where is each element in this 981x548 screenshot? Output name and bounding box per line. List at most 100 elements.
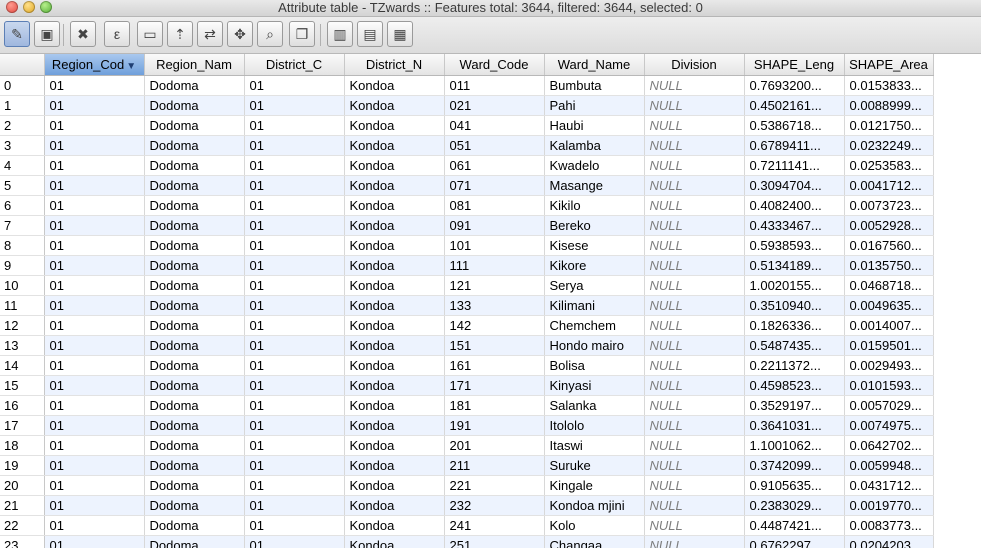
row-header[interactable]: 19 bbox=[0, 455, 45, 476]
table-row[interactable]: 20 01 Dodoma 01 Kondoa 221 Kingale NULL 0.910563… bbox=[0, 475, 934, 496]
table-row[interactable]: 3 01 Dodoma 01 Kondoa 051 Kalamba NULL 0.6789411… bbox=[0, 135, 934, 156]
table-cell[interactable]: Kondoa bbox=[344, 135, 445, 156]
row-header[interactable]: 14 bbox=[0, 355, 45, 376]
table-cell[interactable]: Dodoma bbox=[144, 495, 245, 516]
invert-selection-button[interactable]: ⇄ bbox=[197, 21, 223, 47]
table-cell[interactable]: Kondoa bbox=[344, 195, 445, 216]
table-cell[interactable]: Kikilo bbox=[544, 195, 645, 216]
table-cell[interactable]: 01 bbox=[44, 515, 145, 536]
table-cell[interactable]: 061 bbox=[444, 155, 545, 176]
table-cell[interactable]: 01 bbox=[44, 475, 145, 496]
table-cell[interactable]: NULL bbox=[644, 115, 745, 136]
table-cell[interactable]: NULL bbox=[644, 535, 745, 548]
table-cell[interactable]: NULL bbox=[644, 235, 745, 256]
close-window-button[interactable] bbox=[6, 1, 18, 13]
table-cell[interactable]: 0.4502161... bbox=[744, 95, 845, 116]
column-header-division[interactable]: Division bbox=[644, 54, 745, 76]
expression-select-button[interactable]: ε bbox=[104, 21, 130, 47]
attribute-table[interactable]: Region_Cod ▼ Region_Nam District_C District_… bbox=[0, 54, 981, 548]
table-cell[interactable]: Chemchem bbox=[544, 315, 645, 336]
table-row[interactable]: 15 01 Dodoma 01 Kondoa 171 Kinyasi NULL 0.459852… bbox=[0, 375, 934, 396]
row-header[interactable]: 11 bbox=[0, 295, 45, 316]
table-cell[interactable]: 01 bbox=[44, 115, 145, 136]
table-cell[interactable]: 241 bbox=[444, 515, 545, 536]
delete-selected-button[interactable]: ✖ bbox=[70, 21, 96, 47]
table-cell[interactable]: Dodoma bbox=[144, 315, 245, 336]
table-cell[interactable]: 171 bbox=[444, 375, 545, 396]
table-cell[interactable]: Kwadelo bbox=[544, 155, 645, 176]
table-cell[interactable]: Dodoma bbox=[144, 155, 245, 176]
table-cell[interactable]: Kondoa bbox=[344, 495, 445, 516]
table-cell[interactable]: NULL bbox=[644, 95, 745, 116]
row-header[interactable]: 7 bbox=[0, 215, 45, 236]
table-cell[interactable]: Bolisa bbox=[544, 355, 645, 376]
row-header[interactable]: 13 bbox=[0, 335, 45, 356]
table-cell[interactable]: Serya bbox=[544, 275, 645, 296]
table-cell[interactable]: 0.5386718... bbox=[744, 115, 845, 136]
table-row[interactable]: 4 01 Dodoma 01 Kondoa 061 Kwadelo NULL 0.7211141… bbox=[0, 155, 934, 176]
table-row[interactable]: 19 01 Dodoma 01 Kondoa 211 Suruke NULL 0.3742099… bbox=[0, 455, 934, 476]
table-cell[interactable]: NULL bbox=[644, 495, 745, 516]
row-header[interactable]: 3 bbox=[0, 135, 45, 156]
table-cell[interactable]: 121 bbox=[444, 275, 545, 296]
delete-column-button[interactable]: ▥ bbox=[327, 21, 353, 47]
unselect-all-button[interactable]: ▭ bbox=[137, 21, 163, 47]
table-cell[interactable]: 01 bbox=[244, 275, 345, 296]
row-header[interactable]: 4 bbox=[0, 155, 45, 176]
table-cell[interactable]: 071 bbox=[444, 175, 545, 196]
table-cell[interactable]: 01 bbox=[44, 395, 145, 416]
table-cell[interactable]: 01 bbox=[44, 535, 145, 548]
table-cell[interactable]: 0.0073723... bbox=[844, 195, 934, 216]
table-row[interactable]: 12 01 Dodoma 01 Kondoa 142 Chemchem NULL 0.18263… bbox=[0, 315, 934, 336]
table-cell[interactable]: 0.6789411... bbox=[744, 135, 845, 156]
pan-to-selected-button[interactable]: ✥ bbox=[227, 21, 253, 47]
table-cell[interactable]: 01 bbox=[244, 235, 345, 256]
table-cell[interactable]: Kondoa bbox=[344, 515, 445, 536]
table-cell[interactable]: Dodoma bbox=[144, 375, 245, 396]
table-cell[interactable]: 0.0431712... bbox=[844, 475, 934, 496]
table-cell[interactable]: 0.7211141... bbox=[744, 155, 845, 176]
column-header-district-c[interactable]: District_C bbox=[244, 54, 345, 76]
table-cell[interactable]: 01 bbox=[244, 415, 345, 436]
copy-rows-button[interactable]: ❐ bbox=[289, 21, 315, 47]
new-column-button[interactable]: ▤ bbox=[357, 21, 383, 47]
table-cell[interactable]: 01 bbox=[244, 195, 345, 216]
table-cell[interactable]: Dodoma bbox=[144, 455, 245, 476]
table-cell[interactable]: 01 bbox=[244, 495, 345, 516]
zoom-window-button[interactable] bbox=[40, 1, 52, 13]
table-cell[interactable]: 1.1001062... bbox=[744, 435, 845, 456]
table-cell[interactable]: 0.0204203... bbox=[844, 535, 934, 548]
table-cell[interactable]: Kondoa bbox=[344, 395, 445, 416]
table-cell[interactable]: 01 bbox=[44, 95, 145, 116]
table-cell[interactable]: 01 bbox=[244, 175, 345, 196]
row-header[interactable]: 1 bbox=[0, 95, 45, 116]
table-cell[interactable]: 01 bbox=[244, 295, 345, 316]
table-cell[interactable]: 01 bbox=[244, 155, 345, 176]
table-cell[interactable]: NULL bbox=[644, 395, 745, 416]
table-cell[interactable]: Dodoma bbox=[144, 435, 245, 456]
table-cell[interactable]: 211 bbox=[444, 455, 545, 476]
table-row[interactable]: 11 01 Dodoma 01 Kondoa 133 Kilimani NULL 0.35109… bbox=[0, 295, 934, 316]
table-cell[interactable]: 01 bbox=[44, 415, 145, 436]
table-cell[interactable]: 0.0253583... bbox=[844, 155, 934, 176]
table-cell[interactable]: 111 bbox=[444, 255, 545, 276]
table-cell[interactable]: 0.4598523... bbox=[744, 375, 845, 396]
table-cell[interactable]: Kolo bbox=[544, 515, 645, 536]
table-cell[interactable]: 0.0159501... bbox=[844, 335, 934, 356]
table-row[interactable]: 7 01 Dodoma 01 Kondoa 091 Bereko NULL 0.4333467.… bbox=[0, 215, 934, 236]
table-cell[interactable]: 0.6762297... bbox=[744, 535, 845, 548]
table-cell[interactable]: NULL bbox=[644, 215, 745, 236]
table-cell[interactable]: 0.0052928... bbox=[844, 215, 934, 236]
table-cell[interactable]: NULL bbox=[644, 475, 745, 496]
table-cell[interactable]: 01 bbox=[44, 195, 145, 216]
table-cell[interactable]: 0.0153833... bbox=[844, 75, 934, 96]
column-header-ward-code[interactable]: Ward_Code bbox=[444, 54, 545, 76]
table-cell[interactable]: Bumbuta bbox=[544, 75, 645, 96]
save-edits-button[interactable]: ▣ bbox=[34, 21, 60, 47]
table-cell[interactable]: NULL bbox=[644, 375, 745, 396]
table-cell[interactable]: Dodoma bbox=[144, 255, 245, 276]
table-row[interactable]: 21 01 Dodoma 01 Kondoa 232 Kondoa mjini NULL 0.2… bbox=[0, 495, 934, 516]
table-cell[interactable]: Kondoa bbox=[344, 175, 445, 196]
table-cell[interactable]: 01 bbox=[244, 115, 345, 136]
table-cell[interactable]: Suruke bbox=[544, 455, 645, 476]
